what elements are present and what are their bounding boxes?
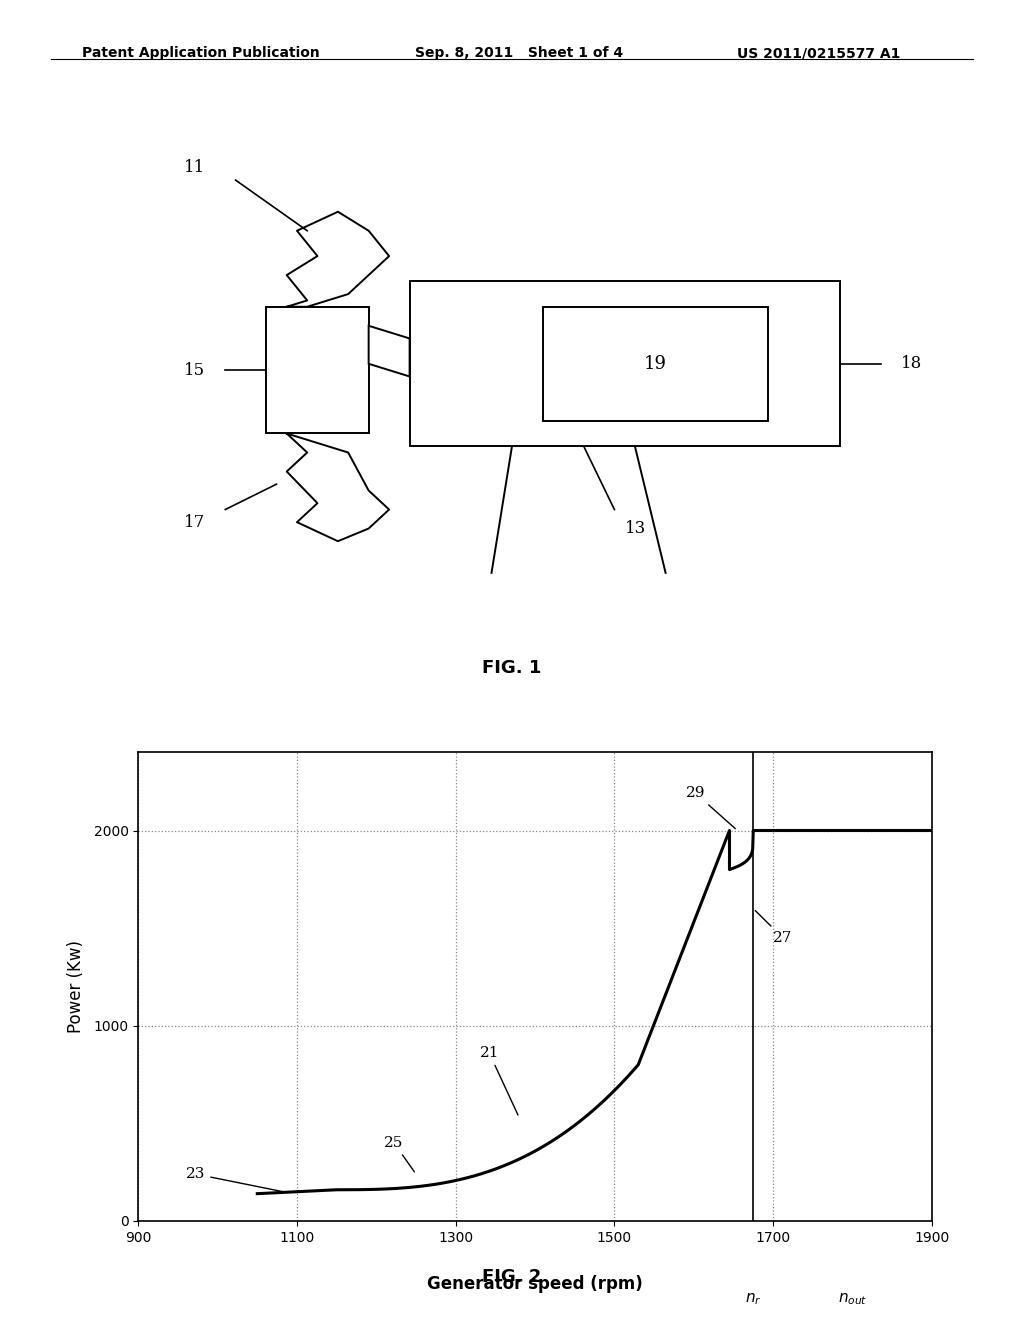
Text: 27: 27 <box>756 911 793 945</box>
Text: 17: 17 <box>184 513 205 531</box>
Text: 11: 11 <box>184 158 205 176</box>
Text: FIG. 2: FIG. 2 <box>482 1267 542 1286</box>
Text: 13: 13 <box>625 520 646 537</box>
Y-axis label: Power (Kw): Power (Kw) <box>67 940 85 1034</box>
Text: 25: 25 <box>384 1135 415 1172</box>
Text: 19: 19 <box>644 355 667 372</box>
Text: 21: 21 <box>479 1045 518 1115</box>
Text: FIG. 1: FIG. 1 <box>482 659 542 677</box>
Text: 23: 23 <box>186 1167 283 1192</box>
Text: 18: 18 <box>901 355 923 372</box>
Polygon shape <box>369 326 410 376</box>
Bar <box>410 281 840 446</box>
Bar <box>266 306 369 433</box>
Text: $n_{out}$: $n_{out}$ <box>838 1291 867 1307</box>
Text: Sep. 8, 2011   Sheet 1 of 4: Sep. 8, 2011 Sheet 1 of 4 <box>415 46 623 61</box>
Text: $n_r$: $n_r$ <box>745 1291 762 1307</box>
Text: US 2011/0215577 A1: US 2011/0215577 A1 <box>737 46 901 61</box>
Bar <box>543 306 768 421</box>
Text: 29: 29 <box>686 787 735 829</box>
Text: Patent Application Publication: Patent Application Publication <box>82 46 319 61</box>
X-axis label: Generator speed (rpm): Generator speed (rpm) <box>427 1275 643 1294</box>
Text: 15: 15 <box>184 362 205 379</box>
